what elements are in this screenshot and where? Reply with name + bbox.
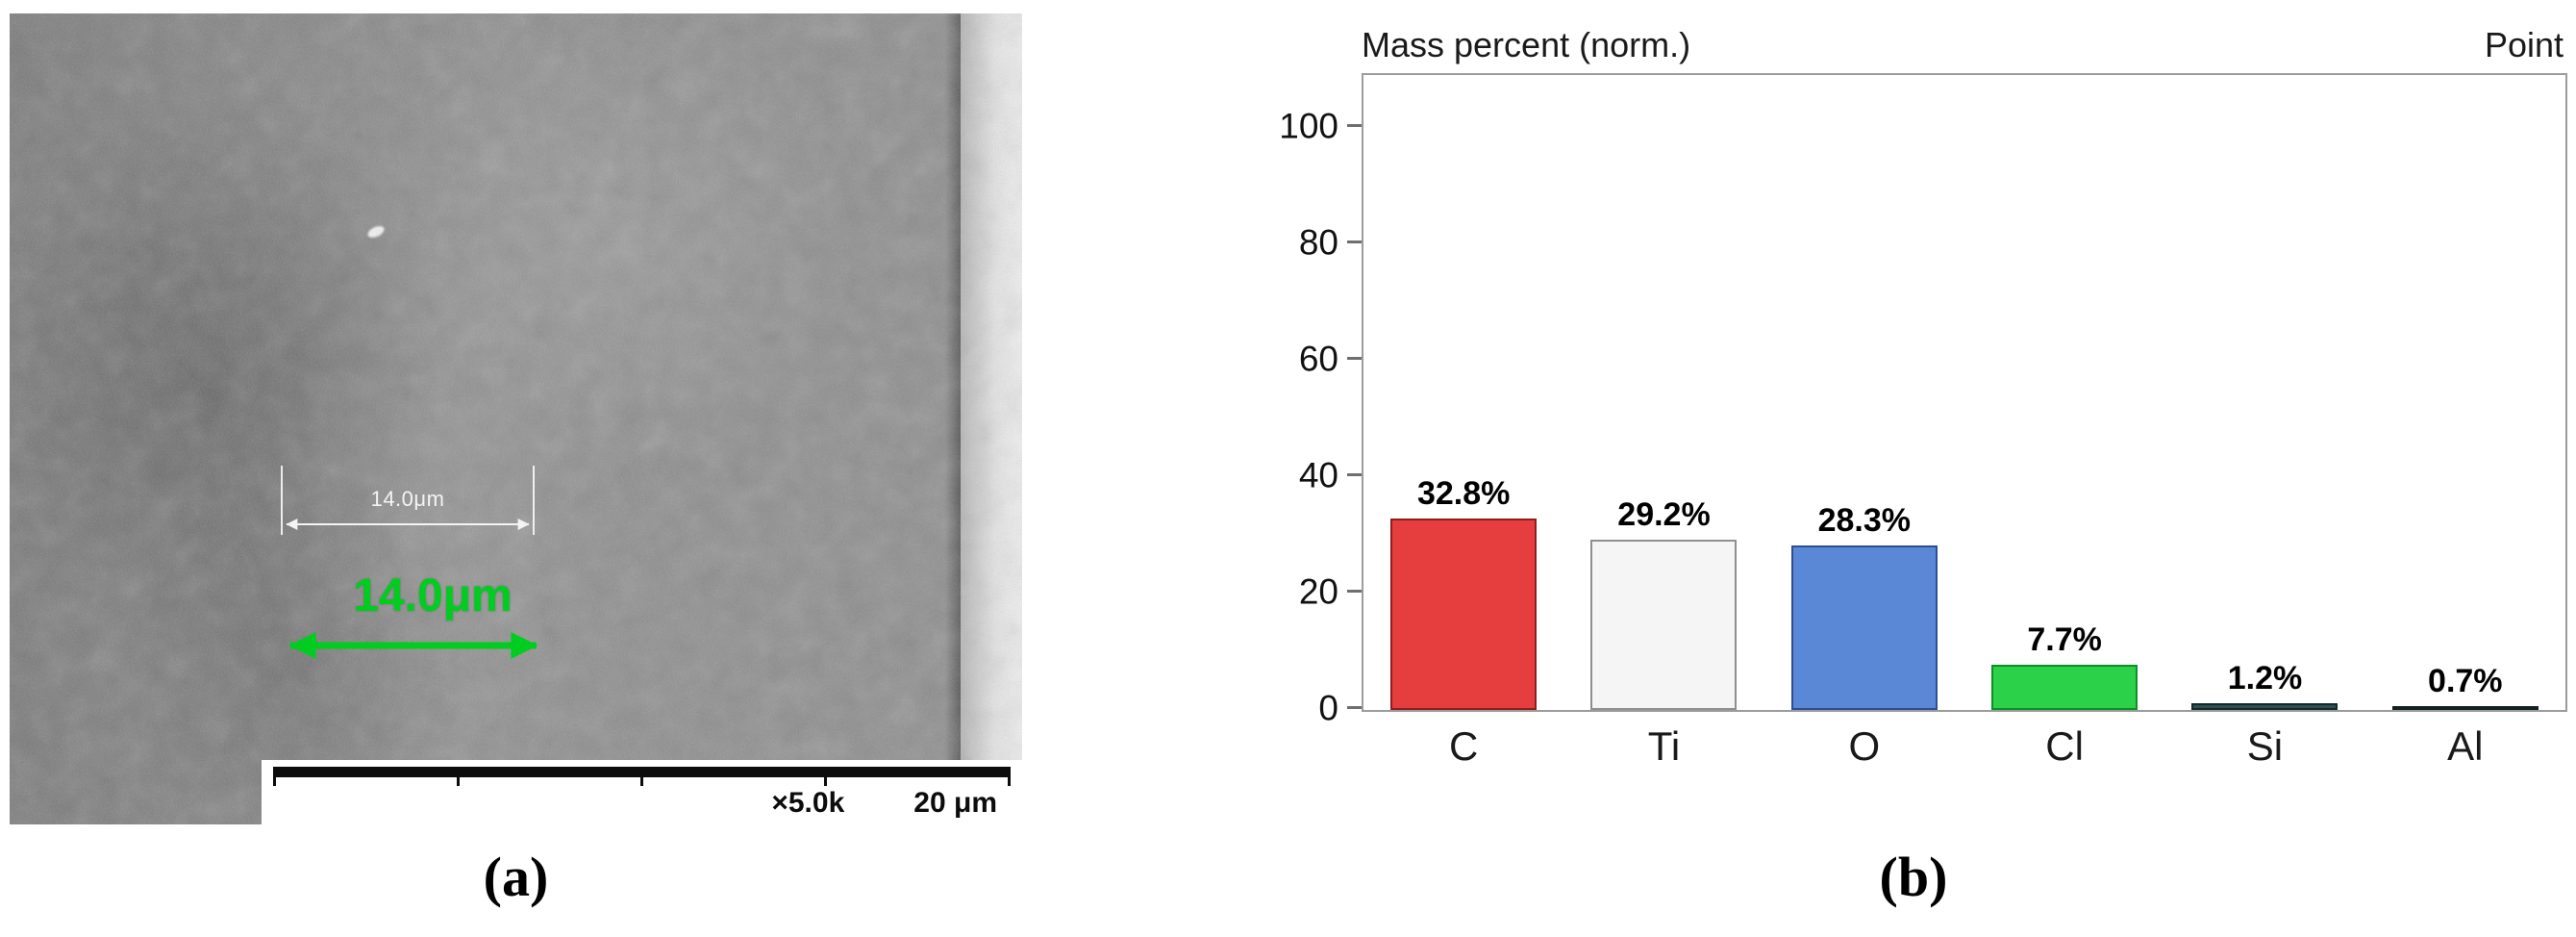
chart-corner-label: Point [2484,25,2563,64]
bar-value-label: 0.7% [2428,662,2503,699]
bar-slot-c: 32.8% C [1390,75,1538,769]
bar-value-label: 1.2% [2227,659,2303,696]
bar-cl [1991,665,2138,710]
plot-row: 0 20 40 60 80 100 32.8% C 29.2% Ti 28.3% O 7.7% Cl 1.… [1260,73,2567,769]
y-tick-mark [1347,356,1362,360]
bar-ti [1590,540,1738,710]
bar-value-label: 32.8% [1416,475,1511,513]
y-tick-label: 80 [1298,222,1338,263]
bar-c [1390,519,1538,710]
y-tick-mark [1347,123,1362,127]
y-tick-label: 20 [1298,571,1338,612]
bar-value-label: 29.2% [1617,496,1711,534]
y-tick-label: 40 [1298,455,1338,495]
bar-slot-si: 1.2% Si [2191,75,2338,769]
x-category-label: Al [2447,723,2484,769]
x-category-label: C [1448,723,1479,769]
y-tick-label: 0 [1318,688,1338,728]
bar-al [2391,705,2538,710]
bar-value-label: 7.7% [2027,621,2102,659]
x-category-label: O [1848,723,1881,769]
x-category-label: Ti [1647,723,1681,769]
chart-header: Mass percent (norm.) Point [1260,25,2567,65]
scale-length-label: 20 μm [913,787,997,819]
sem-micrograph: 14.0μm 14.0μm ×5.0k 20 μm [10,13,1022,824]
bar-slot-cl: 7.7% Cl [1991,75,2138,769]
white-measurement-label: 14.0μm [370,487,445,511]
bar-slot-o: 28.3% O [1790,75,1938,769]
y-tick-label: 100 [1279,106,1338,145]
bar-si [2191,702,2338,710]
bar-o [1790,544,1938,710]
bar-value-label: 28.3% [1817,501,1912,539]
y-axis: 0 20 40 60 80 100 [1260,73,1362,726]
y-tick-mark [1347,240,1362,243]
white-measure-guide-right [533,466,535,535]
magnification-label: ×5.0k [771,787,845,819]
y-tick-mark [1347,589,1362,593]
green-double-arrow [288,632,538,659]
white-measure-guide-left [281,466,283,535]
y-tick-mark [1347,706,1362,709]
x-category-label: Cl [2045,723,2084,769]
bar-slot-al: 0.7% Al [2391,75,2538,769]
bar-chart: Mass percent (norm.) Point 0 20 40 60 80 100 … [1260,25,2567,769]
scalebar-ticks [273,777,1011,786]
panel-b-label: (b) [1879,846,1948,908]
sem-scalebar: ×5.0k 20 μm [262,760,1022,824]
sem-noise-texture [10,13,1022,824]
bar-slot-ti: 29.2% Ti [1590,75,1738,769]
y-tick-label: 60 [1298,339,1338,379]
bars-container: 32.8% C 29.2% Ti 28.3% O 7.7% Cl 1.2% Si 0.7% Al [1363,75,2565,769]
panel-a-label: (a) [483,846,549,908]
y-tick-mark [1347,472,1362,476]
green-measurement-label: 14.0μm [353,570,513,621]
plot-area: 32.8% C 29.2% Ti 28.3% O 7.7% Cl 1.2% Si 0.7% Al [1362,73,2567,769]
scalebar-bar [273,767,1011,777]
white-measure-arrow [286,519,530,530]
x-category-label: Si [2246,723,2284,769]
chart-title: Mass percent (norm.) [1362,25,1691,64]
